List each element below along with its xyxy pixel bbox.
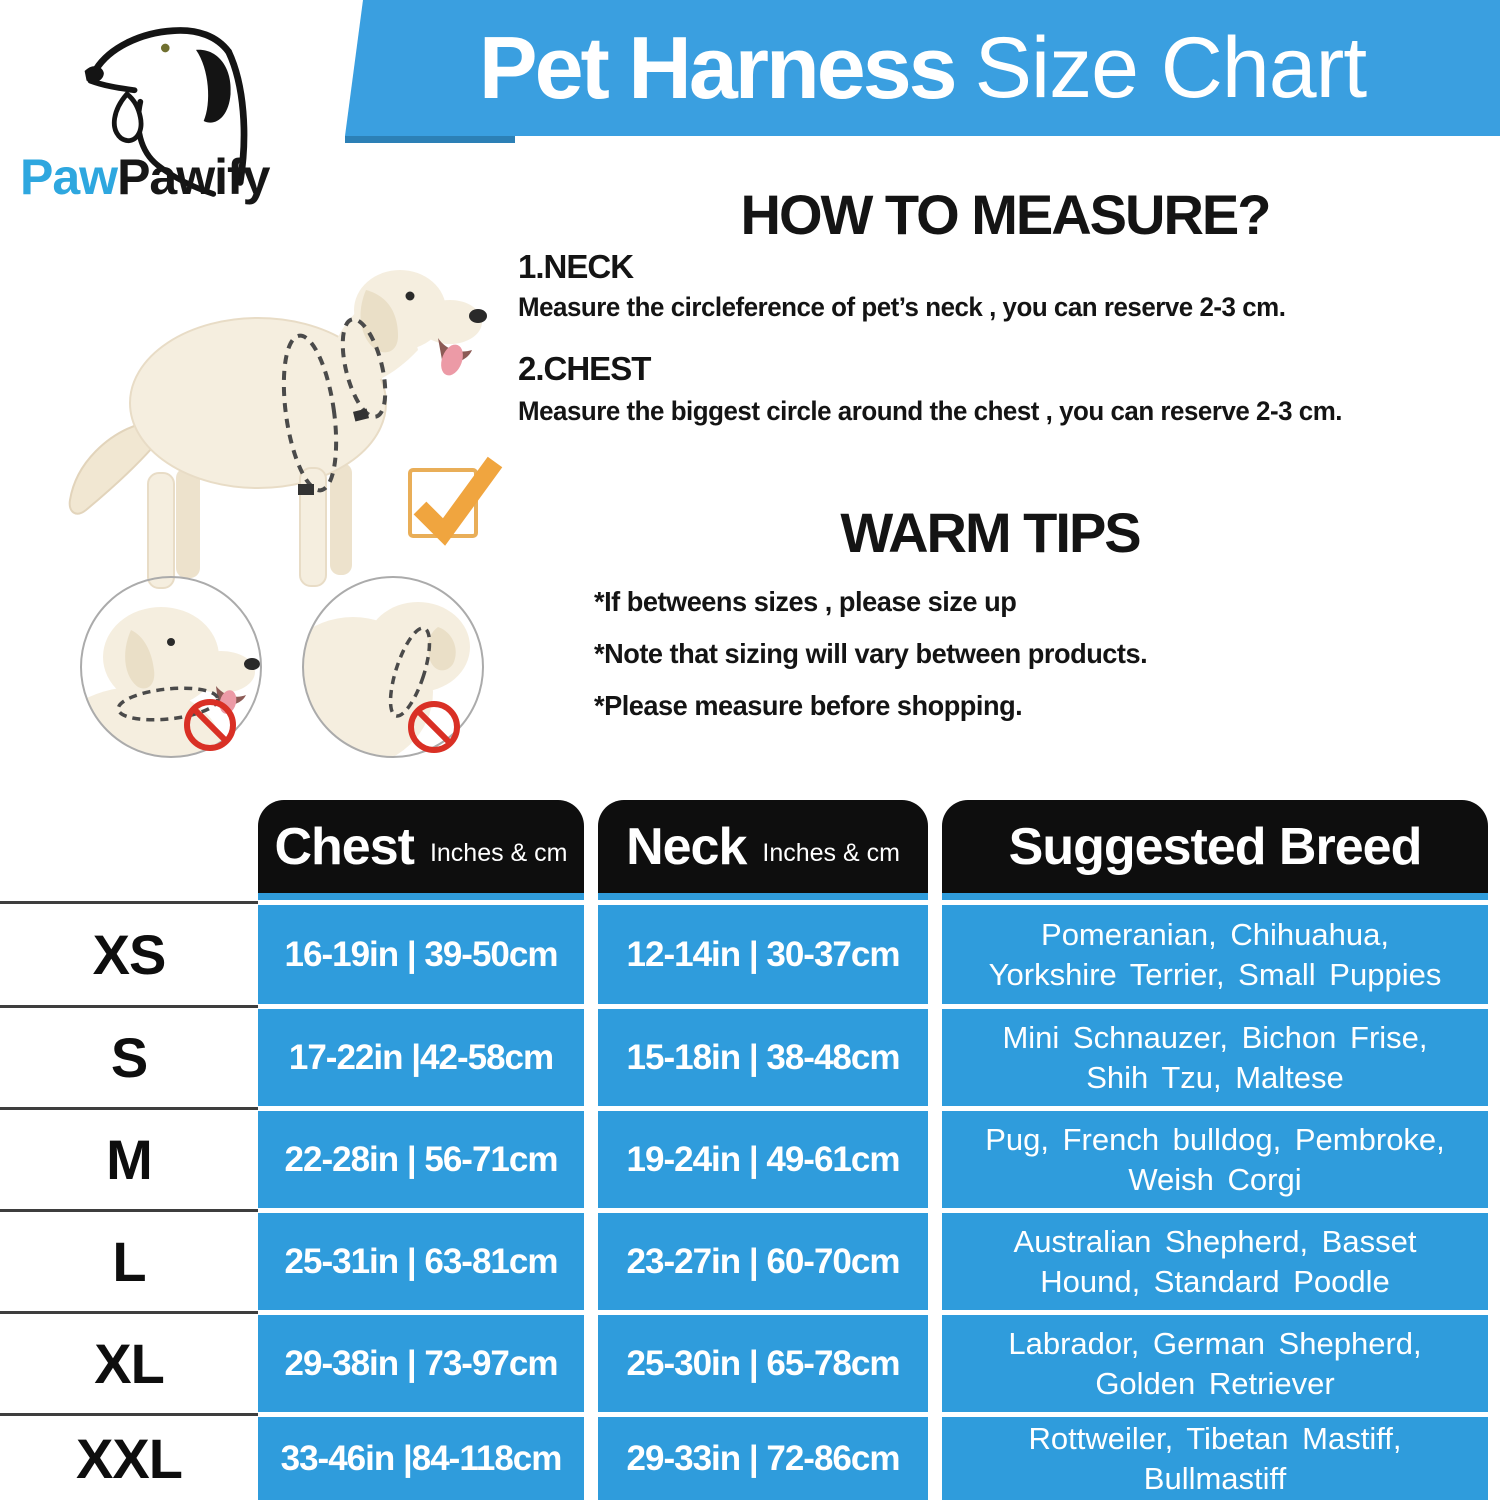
neck-cell-xxl: 29-33in | 72-86cm	[626, 1438, 901, 1478]
step-chest-label: 2.CHEST	[518, 350, 651, 387]
banner-title-light: Size Chart	[974, 19, 1367, 116]
label-divider	[0, 1311, 258, 1314]
brand-dog-logo-icon	[84, 27, 248, 197]
chest-column-band	[258, 893, 584, 1500]
brand-name-paw: Paw	[20, 149, 118, 205]
dog-with-harness-photo	[68, 270, 487, 589]
how-to-measure-title: HOW TO MEASURE?	[740, 183, 1272, 246]
neck-column-header: Neck Inches & cm	[598, 800, 928, 893]
banner-fold-shadow	[345, 136, 515, 143]
warm-tip-1: *If betweens sizes , please size up	[594, 586, 1017, 617]
breed-column-header: Suggested Breed	[942, 800, 1488, 893]
size-label-s: S	[110, 1026, 148, 1089]
neck-measuring-tape	[340, 317, 388, 419]
prohibition-icon	[184, 699, 236, 751]
breed-cell-s: Mini Schnauzer, Bichon Frise, Shih Tzu, …	[1002, 1019, 1428, 1095]
neck-cell-s: 15-18in | 38-48cm	[626, 1037, 901, 1077]
row-separator	[258, 900, 584, 905]
chest-cell-xs: 16-19in | 39-50cm	[284, 934, 559, 974]
chest-measuring-tape	[281, 333, 339, 493]
chest-cell-s: 17-22in |42-58cm	[288, 1037, 554, 1077]
brand-name: PawPawify	[20, 148, 270, 206]
label-divider	[0, 1005, 258, 1008]
warm-tip-3: *Please measure before shopping.	[594, 690, 1023, 721]
row-separator	[598, 1412, 928, 1417]
row-separator	[942, 1208, 1488, 1213]
neck-cell-xl: 25-30in | 65-78cm	[626, 1343, 901, 1383]
title-banner: Pet Harness Size Chart	[345, 0, 1500, 136]
size-label-l: L	[112, 1230, 146, 1293]
breed-cell-xl: Labrador, German Shepherd, Golden Retrie…	[1008, 1325, 1422, 1401]
neck-cell-m: 19-24in | 49-61cm	[626, 1139, 901, 1179]
prohibition-icon	[408, 701, 460, 753]
row-separator	[598, 1208, 928, 1213]
chest-cell-xxl: 33-46in |84-118cm	[280, 1438, 563, 1478]
chest-cell-l: 25-31in | 63-81cm	[284, 1241, 559, 1281]
row-separator	[258, 1310, 584, 1315]
neck-header-subtitle: Inches & cm	[762, 839, 900, 867]
row-separator	[942, 1310, 1488, 1315]
size-label-xxl: XXL	[76, 1427, 183, 1490]
size-label-xs: XS	[92, 923, 167, 986]
row-separator	[942, 1412, 1488, 1417]
breed-header-title: Suggested Breed	[1008, 817, 1423, 876]
breed-cell-xxl: Rottweiler, Tibetan Mastiff, Bullmastiff	[1028, 1420, 1402, 1496]
step-chest-text: Measure the biggest circle around the ch…	[518, 396, 1343, 426]
neck-column-band	[598, 893, 928, 1500]
chest-cell-m: 22-28in | 56-71cm	[284, 1139, 559, 1179]
step-neck-label: 1.NECK	[518, 248, 634, 285]
chest-cell-xl: 29-38in | 73-97cm	[284, 1343, 559, 1383]
row-separator	[598, 1004, 928, 1009]
size-label-m: M	[106, 1128, 153, 1191]
banner-title-bold: Pet Harness	[478, 18, 958, 117]
breed-cell-m: Pug, French bulldog, Pembroke, Weish Cor…	[985, 1121, 1445, 1197]
label-divider	[0, 1413, 258, 1416]
label-divider	[0, 1107, 258, 1110]
size-label-xl: XL	[94, 1332, 165, 1395]
neck-cell-l: 23-27in | 60-70cm	[626, 1241, 901, 1281]
breed-cell-l: Australian Shepherd, Basset Hound, Stand…	[1013, 1223, 1417, 1299]
neck-cell-xs: 12-14in | 30-37cm	[626, 934, 901, 974]
breed-cell-xs: Pomeranian, Chihuahua, Yorkshire Terrier…	[988, 916, 1442, 992]
breed-column-band	[942, 893, 1488, 1500]
row-separator	[942, 900, 1488, 905]
row-separator	[258, 1004, 584, 1009]
row-separator	[942, 1004, 1488, 1009]
label-divider	[0, 1209, 258, 1212]
wrong-high-neck-measure-inset	[302, 576, 484, 758]
neck-header-title: Neck	[626, 817, 747, 876]
chest-column-header: Chest Inches & cm	[258, 800, 584, 893]
row-separator	[598, 1310, 928, 1315]
check-icon	[408, 456, 503, 546]
row-separator	[258, 1412, 584, 1417]
warm-tip-2: *Note that sizing will vary between prod…	[594, 638, 1148, 669]
chest-header-subtitle: Inches & cm	[429, 839, 568, 867]
label-divider	[0, 901, 258, 904]
row-separator	[598, 900, 928, 905]
step-neck-text: Measure the circleference of pet’s neck …	[518, 292, 1286, 322]
brand-name-pawify: Pawify	[117, 149, 270, 205]
row-separator	[598, 1106, 928, 1111]
wrong-neck-measure-inset	[80, 576, 262, 758]
chest-header-title: Chest	[274, 817, 414, 876]
warm-tips-title: WARM TIPS	[840, 501, 1141, 564]
row-separator	[258, 1106, 584, 1111]
row-separator	[942, 1106, 1488, 1111]
row-separator	[258, 1208, 584, 1213]
